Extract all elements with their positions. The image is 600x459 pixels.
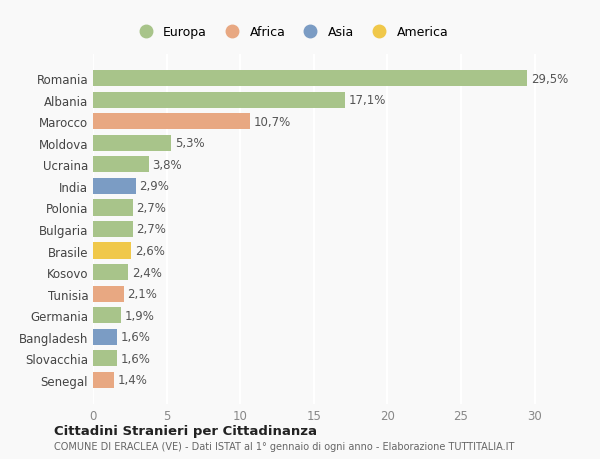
Text: 3,8%: 3,8% — [152, 158, 182, 172]
Legend: Europa, Africa, Asia, America: Europa, Africa, Asia, America — [133, 27, 448, 39]
Bar — [93, 308, 121, 324]
Bar — [93, 200, 133, 216]
Text: 1,6%: 1,6% — [120, 352, 150, 365]
Text: 1,4%: 1,4% — [117, 374, 147, 386]
Text: 2,6%: 2,6% — [135, 245, 165, 257]
Text: Cittadini Stranieri per Cittadinanza: Cittadini Stranieri per Cittadinanza — [54, 424, 317, 437]
Bar — [93, 157, 149, 173]
Text: 5,3%: 5,3% — [175, 137, 205, 150]
Bar — [93, 179, 136, 195]
Bar — [93, 221, 133, 238]
Text: 2,1%: 2,1% — [128, 287, 157, 301]
Bar — [93, 135, 171, 151]
Bar — [93, 264, 128, 280]
Text: 2,7%: 2,7% — [136, 223, 166, 236]
Bar — [93, 372, 113, 388]
Text: 1,6%: 1,6% — [120, 330, 150, 343]
Bar — [93, 350, 116, 367]
Bar — [93, 329, 116, 345]
Text: 2,9%: 2,9% — [139, 180, 169, 193]
Text: 2,7%: 2,7% — [136, 202, 166, 214]
Bar — [93, 114, 250, 130]
Text: 10,7%: 10,7% — [254, 116, 292, 129]
Text: 1,9%: 1,9% — [125, 309, 155, 322]
Bar — [93, 71, 527, 87]
Bar — [93, 286, 124, 302]
Text: 2,4%: 2,4% — [132, 266, 162, 279]
Text: 17,1%: 17,1% — [349, 94, 386, 107]
Text: 29,5%: 29,5% — [531, 73, 568, 85]
Bar — [93, 243, 131, 259]
Bar — [93, 92, 344, 109]
Text: COMUNE DI ERACLEA (VE) - Dati ISTAT al 1° gennaio di ogni anno - Elaborazione TU: COMUNE DI ERACLEA (VE) - Dati ISTAT al 1… — [54, 441, 514, 451]
